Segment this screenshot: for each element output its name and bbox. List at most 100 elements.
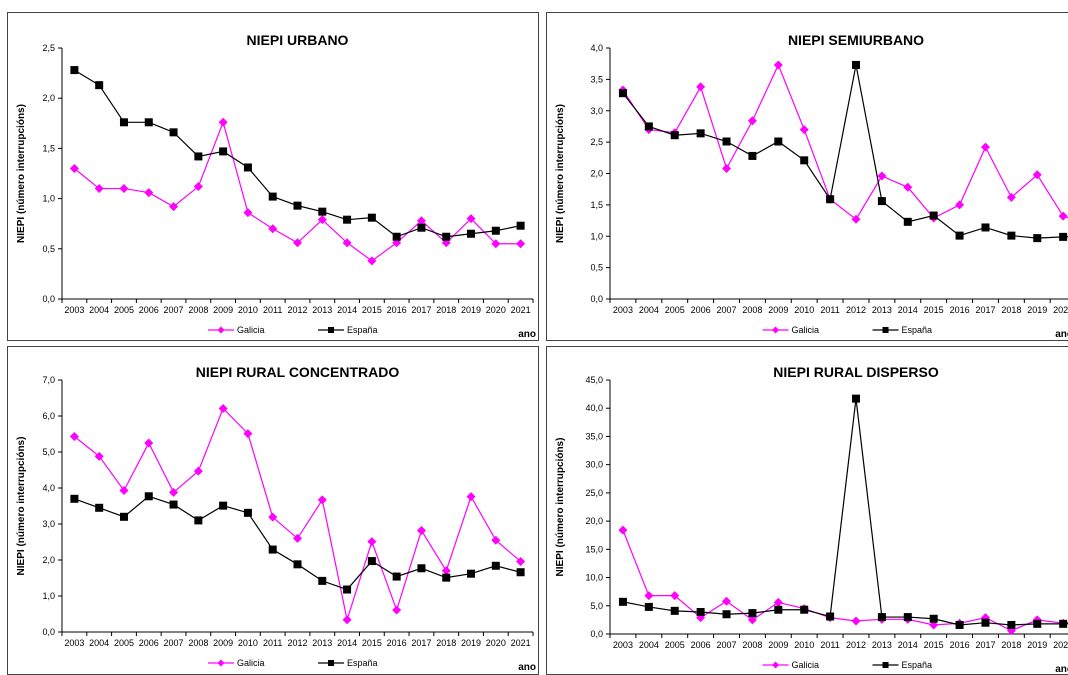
espana-point [644,602,653,611]
galicia-point [644,591,654,601]
x-tick-label: 2004 [89,305,109,315]
chart-niepi-urbano: NIEPI URBANO NIEPI (número interrupcións)… [7,12,539,341]
x-tick-label: 2020 [1053,305,1068,315]
y-tick-label: 0,0 [42,294,55,304]
x-axis-label: ano [518,329,536,340]
x-tick-label: 2015 [924,640,944,650]
galicia-point [367,537,377,547]
galicia-point [416,216,426,226]
galicia-point [293,533,302,543]
galicia-point [1006,192,1016,202]
espana-point [417,564,426,573]
chart-title: NIEPI RURAL DISPERSO [773,364,939,380]
series-line-espana [74,495,521,591]
galicia-point [851,616,861,626]
galicia-point [491,239,501,249]
x-tick-label: 2010 [794,640,814,650]
y-axis-label: NIEPI (número interrupcións) [555,438,566,577]
x-tick-label: 2012 [287,305,307,315]
x-tick-label: 2006 [691,640,711,650]
galicia-point [218,403,228,413]
chart-title: NIEPI RURAL CONCENTRADO [196,364,400,380]
espana-point [748,609,757,618]
galicia-point [929,620,939,630]
espana-point [169,500,178,509]
x-tick-label: 2008 [188,305,208,315]
espana-point [442,573,451,582]
x-tick-label: 2003 [613,305,633,315]
galicia-point [722,596,732,606]
y-tick-label: 6,0 [42,411,55,421]
galicia-point [367,256,377,266]
x-axis-label: ano [518,662,536,673]
x-tick-label: 2020 [1053,640,1068,650]
galicia-point [955,200,965,210]
espana-point [1007,620,1016,629]
galicia-point [441,566,451,576]
series-line-galicia [622,63,1068,221]
x-tick-label: 2008 [742,640,762,650]
x-tick-label: 2009 [213,305,233,315]
x-tick-label: 2016 [387,638,407,648]
espana-point [95,503,104,512]
espana-point [1059,619,1068,628]
legend-espana-marker [882,662,889,668]
espana-point [826,195,835,204]
galicia-point [722,163,732,173]
chart-niepi-semiurbano: NIEPI SEMIURBANO NIEPI (número interrupci… [546,12,1068,341]
espana-point [1033,234,1042,243]
espana-point [852,60,860,69]
y-tick-label: 4,0 [42,483,55,493]
legend-galicia-label: Galicia [237,325,265,335]
x-tick-label: 2015 [362,638,382,648]
espana-point [696,607,705,616]
x-tick-label: 2006 [139,638,159,648]
espana-point [467,569,476,578]
espana-point [70,494,79,503]
x-tick-label: 2009 [768,305,788,315]
galicia-point [851,214,861,224]
x-tick-label: 2011 [263,638,282,648]
x-tick-label: 2017 [975,640,995,650]
espana-point [343,585,352,594]
galicia-point [317,495,327,505]
espana-point [774,137,783,146]
y-tick-label: 45,0 [585,375,603,385]
espana-point [318,207,327,216]
espana-point [219,501,228,510]
galicia-point [670,591,680,601]
galicia-point [903,182,913,192]
espana-point [800,605,809,614]
chart-niepi-rural-concentrado: NIEPI RURAL CONCENTRADO NIEPI (número int… [7,346,539,675]
legend-espana-label: España [902,660,933,670]
y-tick-label: 3,0 [42,519,55,529]
x-tick-label: 2012 [287,638,307,648]
espana-point [1007,231,1016,240]
legend-espana-label: España [347,325,378,335]
espana-point [194,152,203,161]
galicia-point [317,215,327,225]
espana-point [981,223,990,232]
x-tick-label: 2020 [486,305,506,315]
legend-galicia-label: Galicia [792,325,820,335]
galicia-point [392,605,402,615]
x-tick-label: 2021 [511,638,531,648]
espana-point [491,226,500,235]
galicia-point [799,125,809,135]
x-tick-label: 2017 [411,638,431,648]
x-tick-label: 2010 [238,638,258,648]
galicia-point [342,615,352,625]
espana-point [318,576,327,585]
x-tick-label: 2016 [387,305,407,315]
galicia-point [243,429,253,439]
y-tick-label: 1,5 [590,200,603,210]
x-tick-label: 2007 [717,305,737,315]
y-tick-label: 2,0 [42,555,55,565]
espana-point [516,221,525,230]
legend-espana-label: España [347,658,378,668]
x-tick-label: 2016 [950,305,970,315]
x-tick-label: 2015 [924,305,944,315]
galicia-point [416,525,426,535]
series-line-espana [622,398,1068,626]
galicia-point [243,208,253,218]
